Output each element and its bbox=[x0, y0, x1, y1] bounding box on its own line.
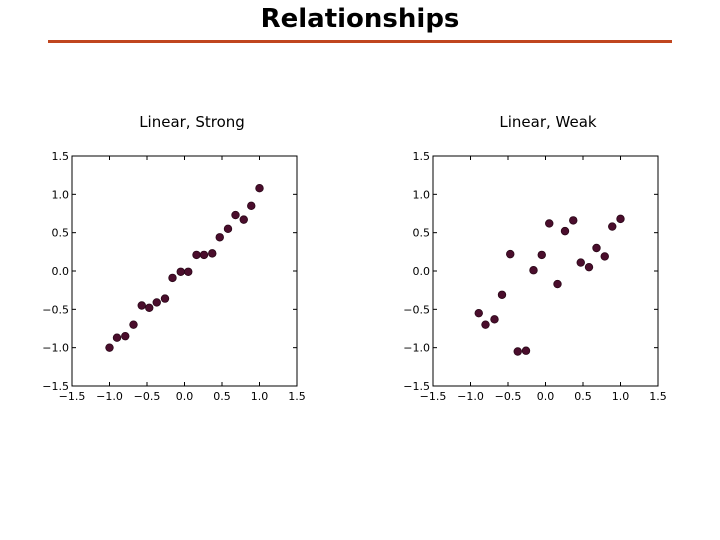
x-tick-label: 0.0 bbox=[537, 390, 555, 403]
data-point bbox=[168, 273, 177, 283]
data-point bbox=[215, 233, 224, 242]
x-tick-label: 1.0 bbox=[251, 390, 269, 403]
data-point bbox=[616, 214, 625, 224]
data-point bbox=[129, 320, 138, 329]
y-tick-label: −0.5 bbox=[42, 303, 69, 316]
data-point bbox=[529, 266, 538, 275]
data-point bbox=[208, 249, 217, 258]
data-point bbox=[199, 250, 209, 260]
x-tick-label: 0.5 bbox=[574, 390, 592, 403]
data-point bbox=[481, 320, 490, 329]
y-tick-label: 1.0 bbox=[413, 188, 431, 201]
data-point bbox=[513, 347, 522, 356]
y-tick-label: −1.0 bbox=[403, 342, 430, 355]
data-point bbox=[112, 333, 122, 342]
data-point bbox=[537, 250, 546, 260]
data-point bbox=[239, 215, 248, 224]
x-tick-label: −0.5 bbox=[134, 390, 161, 403]
x-tick-label: −1.5 bbox=[420, 390, 447, 403]
y-tick-label: 0.0 bbox=[52, 265, 70, 278]
data-point bbox=[176, 267, 185, 276]
x-tick-label: 1.5 bbox=[288, 390, 306, 403]
data-point bbox=[560, 226, 570, 236]
y-tick-label: 0.5 bbox=[52, 227, 70, 240]
data-point bbox=[160, 294, 170, 303]
data-point bbox=[521, 346, 531, 355]
y-tick-label: 1.5 bbox=[413, 150, 431, 163]
data-point bbox=[545, 219, 554, 228]
data-point bbox=[497, 290, 507, 299]
data-point bbox=[600, 252, 609, 261]
chart-title: Linear, Strong bbox=[139, 113, 245, 131]
data-point bbox=[152, 298, 161, 307]
x-tick-label: −1.5 bbox=[59, 390, 86, 403]
data-point bbox=[474, 308, 483, 318]
data-point bbox=[608, 222, 617, 231]
data-point bbox=[192, 250, 201, 260]
data-point bbox=[105, 343, 114, 352]
data-point bbox=[184, 267, 193, 276]
y-tick-label: −0.5 bbox=[403, 303, 430, 316]
data-point bbox=[569, 216, 578, 225]
data-point bbox=[231, 210, 240, 220]
data-point bbox=[553, 279, 562, 289]
data-point bbox=[255, 183, 264, 193]
y-tick-label: 1.0 bbox=[52, 188, 70, 201]
y-tick-label: 0.5 bbox=[413, 227, 431, 240]
chart-title: Linear, Weak bbox=[499, 113, 597, 131]
data-point bbox=[223, 224, 233, 234]
data-point bbox=[247, 201, 256, 211]
data-point bbox=[137, 301, 146, 310]
x-tick-label: −1.0 bbox=[457, 390, 484, 403]
data-point bbox=[121, 331, 130, 341]
plot-frame bbox=[432, 155, 659, 387]
x-tick-label: 1.0 bbox=[612, 390, 630, 403]
y-tick-label: 0.0 bbox=[413, 265, 431, 278]
data-point bbox=[576, 258, 585, 267]
slide-title: Relationships bbox=[260, 4, 460, 34]
y-tick-label: −1.0 bbox=[42, 342, 69, 355]
data-point bbox=[584, 262, 594, 272]
x-tick-label: 1.5 bbox=[649, 390, 667, 403]
y-tick-label: −1.5 bbox=[403, 380, 430, 393]
data-point bbox=[145, 303, 154, 312]
x-tick-label: 0.0 bbox=[176, 390, 194, 403]
title-underline bbox=[48, 40, 672, 43]
y-tick-label: 1.5 bbox=[52, 150, 70, 163]
x-tick-label: −1.0 bbox=[96, 390, 123, 403]
y-tick-label: −1.5 bbox=[42, 380, 69, 393]
x-tick-label: −0.5 bbox=[495, 390, 522, 403]
data-point bbox=[592, 243, 601, 253]
x-tick-label: 0.5 bbox=[213, 390, 231, 403]
data-point bbox=[506, 249, 515, 259]
data-point bbox=[490, 315, 499, 324]
